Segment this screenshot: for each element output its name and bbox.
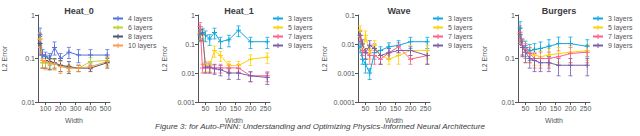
- svg-text:Width: Width: [545, 117, 563, 124]
- svg-text:200: 200: [565, 105, 577, 112]
- svg-text:150: 150: [230, 105, 242, 112]
- svg-text:Wave: Wave: [387, 6, 410, 16]
- svg-text:0.1: 0.1: [345, 12, 355, 19]
- svg-text:L2 Error: L2 Error: [321, 45, 328, 71]
- svg-text:7 layers: 7 layers: [288, 33, 313, 41]
- svg-text:L2 Error: L2 Error: [1, 45, 8, 71]
- svg-text:3 layers: 3 layers: [608, 15, 633, 23]
- svg-text:3 layers: 3 layers: [288, 15, 313, 23]
- svg-text:0.001: 0.001: [337, 70, 355, 77]
- svg-text:50: 50: [522, 105, 530, 112]
- svg-text:300: 300: [70, 105, 82, 112]
- svg-text:6 layers: 6 layers: [128, 24, 153, 32]
- svg-text:200: 200: [245, 105, 257, 112]
- svg-text:100: 100: [375, 105, 387, 112]
- svg-text:9 layers: 9 layers: [288, 42, 313, 50]
- svg-text:Heat_1: Heat_1: [224, 6, 254, 16]
- svg-text:500: 500: [100, 105, 112, 112]
- svg-text:5 layers: 5 layers: [448, 24, 473, 32]
- svg-text:Width: Width: [225, 116, 243, 124]
- svg-text:Burgers: Burgers: [542, 6, 577, 16]
- svg-text:0.1: 0.1: [505, 55, 515, 62]
- svg-text:100: 100: [535, 105, 547, 112]
- svg-text:5 layers: 5 layers: [608, 24, 633, 32]
- svg-text:Heat_0: Heat_0: [64, 6, 94, 16]
- svg-text:7 layers: 7 layers: [608, 33, 633, 41]
- svg-text:250: 250: [420, 105, 432, 112]
- svg-text:400: 400: [85, 105, 97, 112]
- svg-text:5 layers: 5 layers: [288, 24, 313, 32]
- svg-text:Width: Width: [65, 117, 83, 124]
- svg-text:100: 100: [40, 105, 52, 112]
- svg-text:4 layers: 4 layers: [128, 15, 153, 23]
- svg-text:L2 Error: L2 Error: [161, 45, 168, 71]
- svg-text:0.0001: 0.0001: [334, 99, 356, 106]
- svg-text:0.1: 0.1: [25, 55, 35, 62]
- svg-text:250: 250: [260, 105, 272, 112]
- svg-text:1: 1: [511, 12, 515, 19]
- svg-text:9 layers: 9 layers: [608, 42, 633, 50]
- svg-text:50: 50: [362, 105, 370, 112]
- svg-text:150: 150: [390, 105, 402, 112]
- svg-text:8 layers: 8 layers: [128, 33, 153, 41]
- svg-text:0.001: 0.001: [177, 99, 195, 106]
- svg-text:7 layers: 7 layers: [448, 33, 473, 41]
- svg-text:3 layers: 3 layers: [448, 15, 473, 23]
- svg-text:0.01: 0.01: [341, 41, 355, 48]
- svg-text:1: 1: [31, 12, 35, 19]
- svg-text:0.1: 0.1: [185, 41, 195, 48]
- svg-text:Figure 3: for Auto-PINN: Under: Figure 3: for Auto-PINN: Understanding a…: [155, 122, 485, 131]
- svg-text:L2 Error: L2 Error: [481, 45, 488, 71]
- svg-text:200: 200: [55, 105, 67, 112]
- svg-text:150: 150: [550, 105, 562, 112]
- svg-text:50: 50: [202, 105, 210, 112]
- svg-text:200: 200: [405, 105, 417, 112]
- svg-text:0.01: 0.01: [21, 99, 35, 106]
- svg-text:250: 250: [580, 105, 592, 112]
- svg-text:1: 1: [191, 12, 195, 19]
- svg-text:0.01: 0.01: [181, 70, 195, 77]
- svg-text:0.01: 0.01: [501, 99, 515, 106]
- svg-text:10 layers: 10 layers: [128, 42, 157, 50]
- svg-text:Width: Width: [385, 116, 403, 124]
- svg-text:9 layers: 9 layers: [448, 42, 473, 50]
- svg-text:100: 100: [215, 105, 227, 112]
